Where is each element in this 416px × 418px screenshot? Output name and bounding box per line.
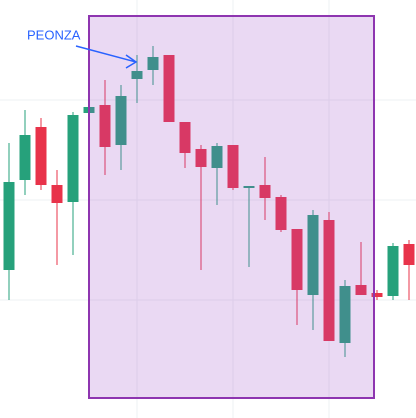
candle-body (227, 145, 239, 188)
candle-body (35, 127, 47, 185)
candle-body (339, 286, 351, 343)
candle-body (371, 293, 383, 297)
annotation-arrow (75, 45, 138, 69)
candle-body (3, 182, 15, 270)
annotation: PEONZA (27, 27, 81, 42)
candle-body (403, 244, 415, 265)
candle-body (195, 149, 207, 167)
candle-body (147, 57, 159, 70)
candle-body (323, 220, 335, 341)
candle-body (67, 115, 79, 202)
highlight-region (88, 15, 375, 399)
candle-body (19, 135, 31, 180)
candle-body (163, 55, 175, 122)
candle-body (211, 146, 223, 168)
candle-body (355, 285, 367, 295)
candle-body (243, 186, 255, 188)
candle-body (99, 105, 111, 147)
candle-body (51, 185, 63, 203)
candle-body (275, 197, 287, 230)
candle-body (131, 71, 143, 79)
candle-body (115, 96, 127, 145)
candle-body (291, 229, 303, 290)
candle-body (179, 122, 191, 153)
candle-body (387, 246, 399, 296)
candle-body (307, 215, 319, 295)
candle-body (259, 185, 271, 198)
